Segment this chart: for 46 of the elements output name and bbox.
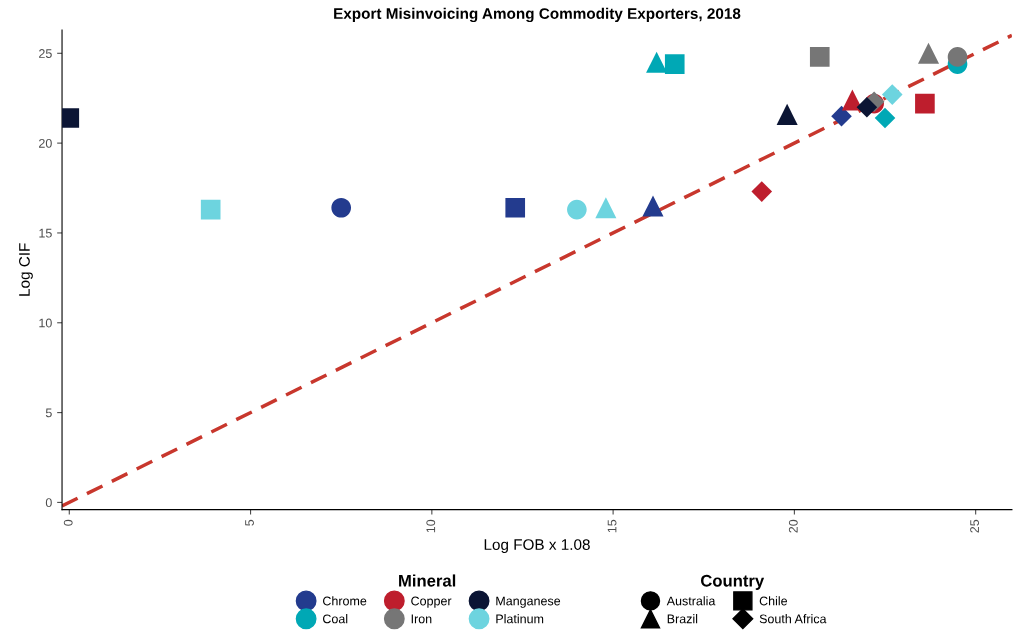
y-tick-label: 20 <box>39 138 52 148</box>
legend-label: Manganese <box>496 596 561 608</box>
point <box>331 197 352 218</box>
point <box>776 103 798 125</box>
point <box>200 199 221 220</box>
point <box>809 47 830 67</box>
legend-label: Iron <box>411 614 432 624</box>
point <box>918 42 940 64</box>
legend-label: Chile <box>759 596 788 606</box>
legend-label: Brazil <box>667 614 698 624</box>
chart-title: Export Misinvoicing Among Commodity Exporters, 2018 <box>334 7 741 23</box>
y-tick-label: 0 <box>45 498 52 508</box>
legend-label: Platinum <box>496 614 544 624</box>
legend-label: Coal <box>323 614 348 624</box>
point <box>646 51 668 73</box>
y-tick-label: 10 <box>39 318 52 328</box>
point <box>595 197 617 219</box>
x-tick-label: 25 <box>970 519 980 533</box>
point <box>947 47 968 67</box>
point <box>841 89 863 111</box>
point <box>664 54 685 74</box>
point <box>915 93 935 114</box>
legend-label: Chrome <box>323 596 367 606</box>
point <box>567 199 587 220</box>
y-tick-label: 25 <box>39 49 52 58</box>
legend-label: Copper <box>411 596 452 608</box>
y-tick-label: 15 <box>39 228 52 238</box>
y-tick-label: 5 <box>45 408 52 418</box>
x-tick-label: 20 <box>788 519 798 533</box>
point <box>874 107 896 129</box>
x-axis-title: Log FOB x 1.08 <box>484 539 590 554</box>
point <box>505 197 526 218</box>
y-axis-title: Log CIF <box>19 243 33 296</box>
x-tick-label: 15 <box>607 519 617 533</box>
point <box>831 105 852 127</box>
point <box>642 195 664 217</box>
legend-label: Australia <box>666 596 716 606</box>
x-tick-label: 5 <box>245 519 254 526</box>
x-tick-label: 0 <box>63 519 73 526</box>
text: Country <box>700 574 765 590</box>
point <box>856 96 878 118</box>
point <box>751 181 773 202</box>
x-tick-label: 10 <box>426 519 436 533</box>
legend-label: South Africa <box>759 614 827 624</box>
point <box>881 84 903 105</box>
legend-title: Mineral <box>399 574 456 587</box>
